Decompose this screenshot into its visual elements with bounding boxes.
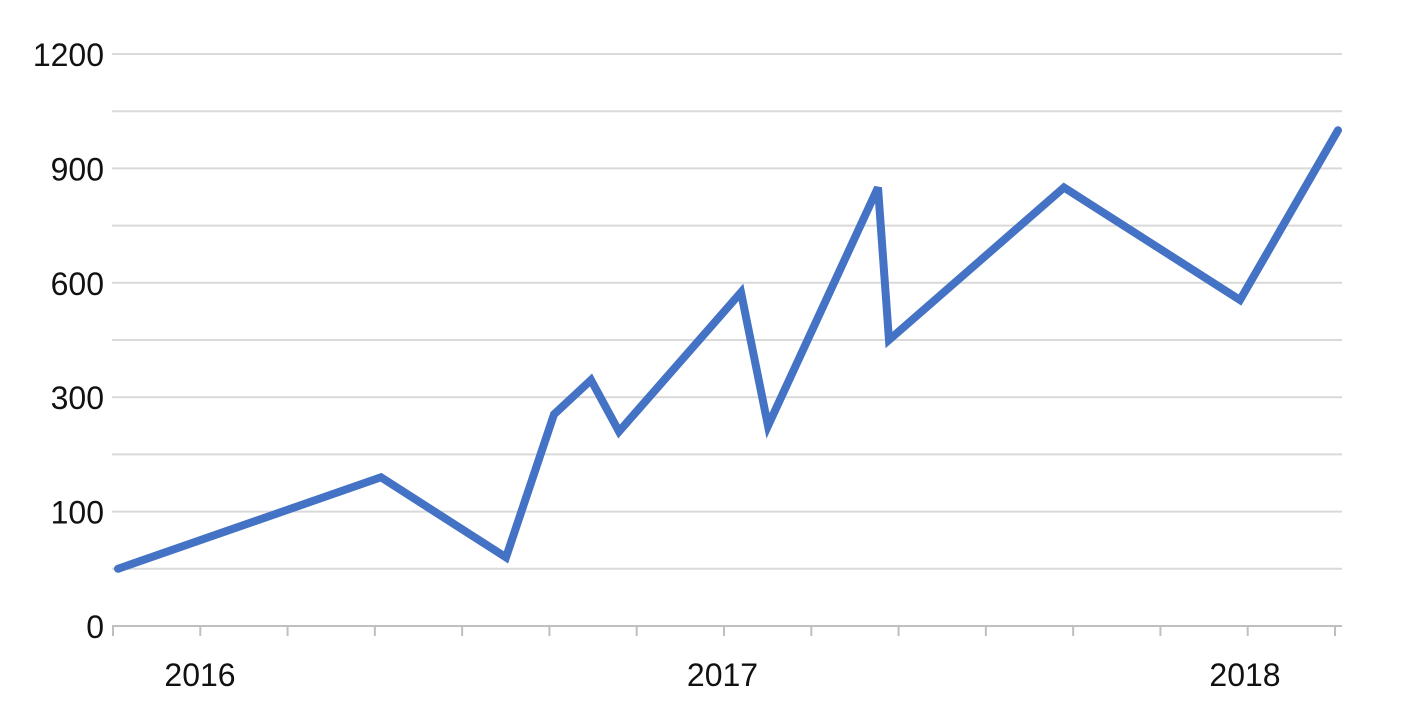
x-tick-label: 2017: [687, 657, 758, 693]
y-axis-labels: 0 100 300 600 900 1200: [33, 37, 104, 645]
x-tick-label: 2018: [1209, 657, 1280, 693]
y-tick-label: 0: [86, 609, 104, 645]
x-axis: [112, 625, 1342, 636]
x-tick-label: 2016: [164, 657, 235, 693]
x-axis-labels: 2016 2017 2018: [164, 657, 1280, 693]
y-tick-label: 900: [51, 151, 104, 187]
y-tick-label: 300: [51, 380, 104, 416]
y-tick-label: 100: [51, 495, 104, 531]
gridlines: [112, 53, 1342, 570]
y-tick-label: 600: [51, 266, 104, 302]
series-layer: [114, 126, 1342, 573]
series-line: [114, 126, 1342, 573]
y-tick-label: 1200: [33, 37, 104, 73]
